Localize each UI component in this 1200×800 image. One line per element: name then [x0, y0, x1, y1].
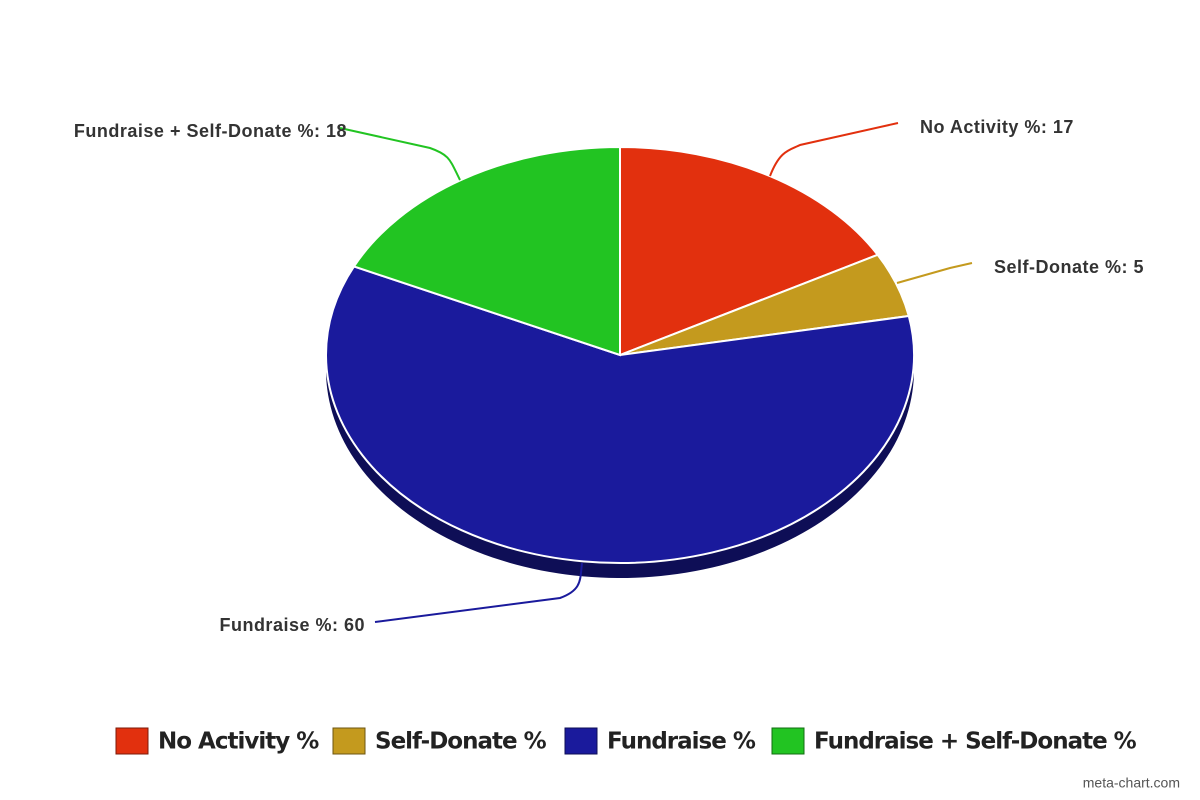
legend-label: Fundraise + Self-Donate %: [814, 729, 1137, 755]
data-label: No Activity %: 17: [920, 117, 1074, 137]
leader-line: [769, 122, 899, 177]
legend-swatch: [564, 727, 598, 755]
leader-line: [896, 262, 973, 284]
data-label: Fundraise + Self-Donate %: 18: [74, 121, 347, 141]
leader-line: [374, 562, 583, 623]
data-label: Self-Donate %: 5: [994, 257, 1144, 277]
data-label: Fundraise %: 60: [219, 615, 365, 635]
legend-label: Self-Donate %: [375, 729, 547, 755]
legend-swatch: [332, 727, 366, 755]
slice: [619, 145, 880, 357]
legend-label: Fundraise %: [607, 729, 756, 755]
watermark: meta-chart.com: [1083, 775, 1180, 791]
leader-line: [339, 127, 461, 181]
legend-label: No Activity %: [158, 729, 319, 755]
slice: [352, 145, 621, 357]
legend-swatch: [771, 727, 805, 755]
slice: [325, 265, 915, 564]
legend-swatch: [115, 727, 149, 755]
